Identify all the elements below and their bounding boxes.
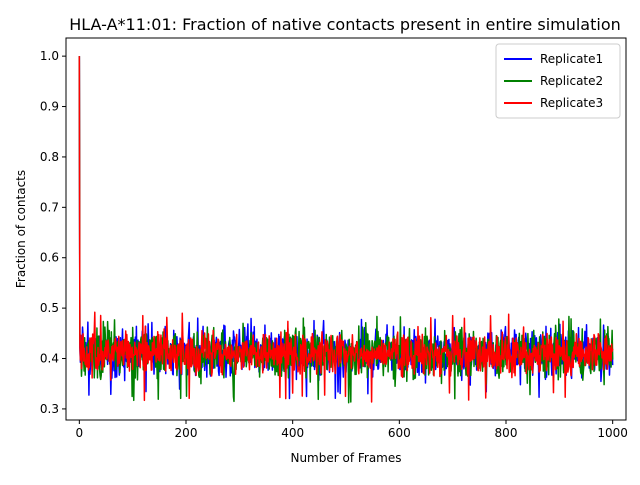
series-layer — [78, 56, 614, 404]
x-tick-label: 800 — [495, 426, 518, 440]
legend-label: Replicate2 — [540, 74, 603, 88]
y-axis: 0.3 0.4 0.5 0.6 0.7 0.8 0.9 1.0 — [40, 49, 66, 416]
x-axis: 0 200 400 600 800 1000 — [76, 420, 628, 440]
series-line-replicate3 — [78, 56, 614, 403]
y-tick-label: 1.0 — [40, 49, 59, 63]
y-tick-label: 0.7 — [40, 200, 59, 214]
y-tick-label: 0.3 — [40, 402, 59, 416]
x-tick-label: 0 — [76, 426, 84, 440]
legend-box — [495, 43, 621, 119]
y-tick-label: 0.8 — [40, 150, 59, 164]
x-tick-label: 1000 — [597, 426, 628, 440]
y-tick-label: 0.9 — [40, 100, 59, 114]
legend: Replicate1 Replicate2 Replicate3 — [495, 43, 621, 119]
x-axis-label: Number of Frames — [290, 451, 401, 465]
legend-label: Replicate1 — [540, 52, 603, 66]
plot-frame — [65, 37, 627, 421]
x-tick-label: 400 — [281, 426, 304, 440]
y-tick-label: 0.5 — [40, 301, 59, 315]
y-tick-label: 0.4 — [40, 352, 59, 366]
legend-label: Replicate3 — [540, 96, 603, 110]
chart-title: HLA-A*11:01: Fraction of native contacts… — [69, 15, 621, 34]
y-axis-label: Fraction of contacts — [14, 170, 28, 288]
y-tick-label: 0.6 — [40, 251, 59, 265]
x-tick-label: 200 — [175, 426, 198, 440]
x-tick-label: 600 — [388, 426, 411, 440]
